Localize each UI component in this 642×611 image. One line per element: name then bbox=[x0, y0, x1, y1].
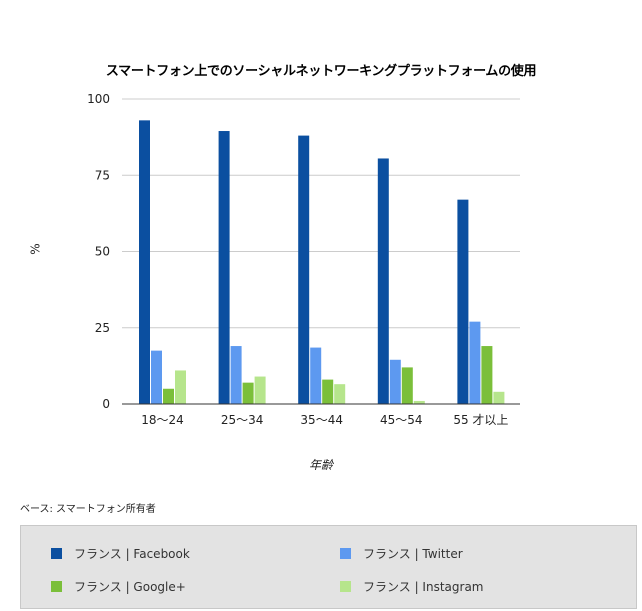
bar bbox=[413, 400, 425, 404]
bar bbox=[322, 379, 334, 404]
bar bbox=[175, 370, 186, 404]
y-tick-label: 0 bbox=[102, 397, 110, 411]
y-tick-label: 25 bbox=[95, 321, 110, 335]
legend-item-facebook: フランス | Facebook bbox=[51, 545, 190, 562]
bar bbox=[377, 158, 389, 404]
y-axis-label: % bbox=[28, 243, 43, 255]
bar bbox=[242, 382, 254, 404]
base-footnote: ベース: スマートフォン所有者 bbox=[20, 504, 156, 515]
x-tick-label: 25～34 bbox=[221, 413, 264, 427]
legend-swatch-google-plus bbox=[51, 581, 62, 592]
bar bbox=[254, 376, 266, 404]
legend-label-instagram: フランス | Instagram bbox=[363, 580, 484, 594]
bar bbox=[139, 120, 150, 404]
bar bbox=[163, 388, 174, 404]
chart-title: スマートフォン上でのソーシャルネットワーキングプラットフォームの使用 bbox=[105, 64, 537, 79]
y-tick-label: 50 bbox=[95, 245, 110, 259]
legend-label-facebook: フランス | Facebook bbox=[74, 547, 190, 561]
legend-swatch-facebook bbox=[51, 548, 62, 559]
bar bbox=[230, 346, 242, 404]
legend-swatch-instagram bbox=[340, 581, 351, 592]
y-tick-label: 100 bbox=[87, 92, 110, 106]
bar bbox=[493, 391, 505, 404]
bar bbox=[298, 135, 310, 404]
legend: フランス | Facebook フランス | Twitter フランス | Go… bbox=[20, 525, 637, 609]
bar bbox=[469, 321, 481, 404]
bar bbox=[401, 367, 413, 404]
legend-item-twitter: フランス | Twitter bbox=[340, 545, 463, 562]
bar bbox=[151, 350, 162, 404]
bar bbox=[310, 347, 322, 404]
x-tick-label: 18～24 bbox=[141, 413, 184, 427]
bar bbox=[218, 131, 230, 404]
y-tick-label: 75 bbox=[95, 168, 110, 182]
x-tick-label: 55 才以上 bbox=[453, 413, 508, 427]
bar bbox=[457, 199, 469, 404]
legend-item-instagram: フランス | Instagram bbox=[340, 578, 483, 595]
legend-item-google-plus: フランス | Google+ bbox=[51, 578, 186, 595]
x-axis-label: 年齢 bbox=[308, 458, 333, 472]
legend-label-twitter: フランス | Twitter bbox=[363, 547, 463, 561]
legend-label-google-plus: フランス | Google+ bbox=[74, 580, 186, 594]
x-tick-label: 35～44 bbox=[300, 413, 343, 427]
bar bbox=[389, 359, 401, 404]
bar bbox=[481, 346, 493, 404]
bar bbox=[334, 384, 346, 404]
legend-swatch-twitter bbox=[340, 548, 351, 559]
x-tick-label: 45～54 bbox=[380, 413, 423, 427]
